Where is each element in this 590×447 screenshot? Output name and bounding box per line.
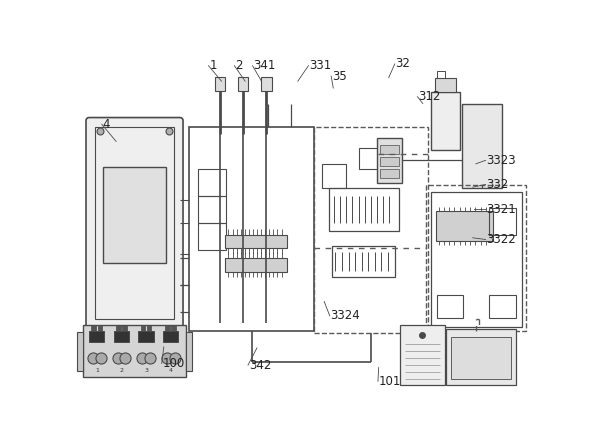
Bar [198,169,226,196]
Text: 100: 100 [162,357,185,370]
Bar [261,77,271,91]
Text: 342: 342 [249,358,271,371]
Text: 3323: 3323 [486,154,516,167]
Text: 101: 101 [379,375,401,388]
Bar [215,77,225,91]
Bar [114,331,129,342]
Text: 4: 4 [103,118,110,131]
Bar [431,92,460,150]
Text: 312: 312 [418,90,441,103]
Bar [431,192,522,327]
Bar [238,77,248,91]
Bar [314,127,428,333]
Text: 3322: 3322 [486,233,516,246]
Text: 3: 3 [144,368,148,373]
Bar [89,331,104,342]
FancyBboxPatch shape [86,118,183,328]
Bar [437,295,463,318]
Bar [490,295,516,318]
Bar [91,325,96,331]
Bar [377,138,402,183]
Bar [490,208,516,235]
Bar [139,331,154,342]
Bar [380,144,399,154]
Text: 332: 332 [486,178,509,191]
Text: 35: 35 [332,70,347,83]
Bar [186,333,192,371]
Bar [380,169,399,178]
Bar [380,157,399,166]
Bar [437,71,445,78]
Bar [225,257,287,271]
Text: 1: 1 [209,59,217,72]
Bar [462,104,502,188]
Bar [329,188,399,231]
Bar [359,148,382,169]
Bar [189,127,314,331]
Bar [322,164,346,188]
Bar [122,325,127,331]
Bar [198,223,226,250]
Text: 2: 2 [119,368,123,373]
Text: 4: 4 [169,368,173,373]
Bar [165,325,170,331]
Bar [77,333,83,371]
Bar [451,337,511,379]
Text: 32: 32 [395,58,411,71]
Bar [116,325,120,331]
Bar [172,325,176,331]
Bar [103,167,166,263]
Bar [97,325,102,331]
Bar [83,325,186,377]
Bar [435,211,493,241]
Bar [425,185,526,331]
Text: 331: 331 [309,59,332,72]
Bar [400,325,445,385]
Text: 1: 1 [95,368,99,373]
Bar [198,196,226,223]
Text: 2: 2 [235,59,242,72]
Bar [225,235,287,249]
Bar [447,329,516,385]
Text: 3324: 3324 [330,309,360,322]
Bar [435,78,457,92]
Text: 341: 341 [253,59,276,72]
Bar [332,246,395,277]
Bar [140,325,145,331]
Text: 3321: 3321 [486,202,516,216]
Bar [163,331,178,342]
Bar [95,127,174,319]
Bar [147,325,152,331]
